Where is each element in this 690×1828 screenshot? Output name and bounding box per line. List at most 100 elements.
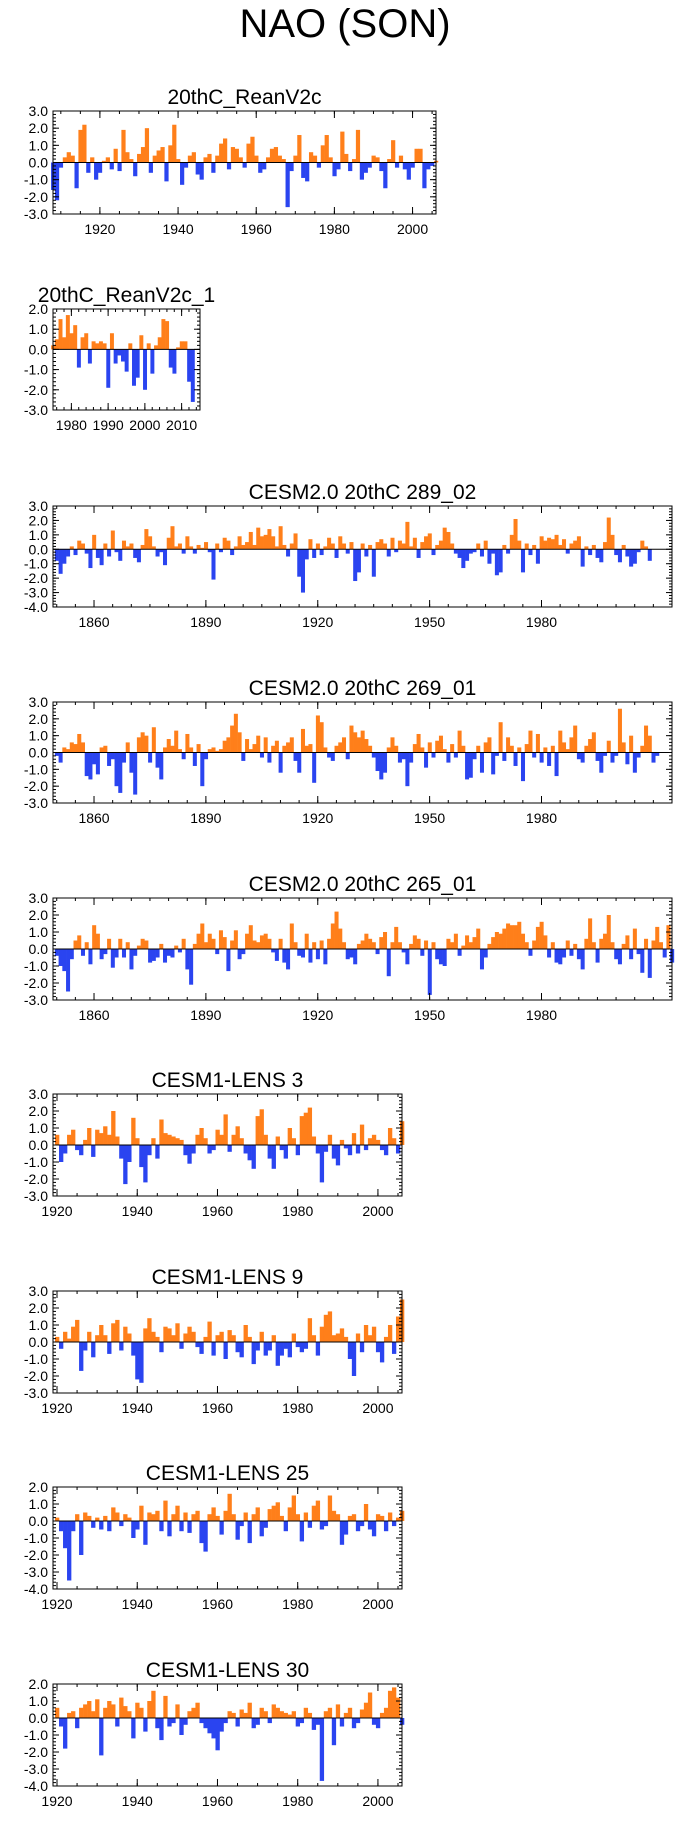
negative-bar <box>347 1145 353 1156</box>
positive-bar <box>371 942 376 949</box>
negative-bar <box>343 1521 349 1535</box>
positive-bar <box>517 747 522 753</box>
positive-bar <box>379 1515 385 1521</box>
negative-bar <box>227 1145 232 1152</box>
positive-bar <box>115 1319 120 1342</box>
y-tick-label: -3.0 <box>24 1188 48 1204</box>
negative-bar <box>629 549 634 567</box>
positive-bar <box>535 733 540 753</box>
negative-bar <box>364 549 369 557</box>
positive-bar <box>327 938 332 949</box>
positive-bar <box>256 527 261 550</box>
negative-bar <box>215 1718 220 1751</box>
positive-bar <box>472 937 477 949</box>
positive-bar <box>245 933 250 949</box>
positive-bar <box>218 749 223 753</box>
y-tick-label: -1.0 <box>24 1530 48 1546</box>
negative-bar <box>371 549 376 577</box>
negative-bar <box>283 1521 288 1532</box>
positive-bar <box>387 1128 393 1145</box>
y-tick-label: -3.0 <box>24 992 48 1008</box>
positive-bar <box>353 732 358 753</box>
positive-bar <box>263 933 268 949</box>
positive-bar <box>275 1707 280 1718</box>
positive-bar <box>278 526 283 550</box>
positive-bar <box>394 745 399 753</box>
positive-bar <box>171 1335 176 1342</box>
negative-bar <box>442 949 447 966</box>
negative-bar <box>506 549 511 554</box>
positive-bar <box>226 737 231 753</box>
positive-bar <box>349 542 354 550</box>
positive-bar <box>144 128 150 163</box>
negative-bar <box>371 1521 377 1537</box>
positive-bar <box>267 938 272 949</box>
positive-bar <box>655 926 660 949</box>
chart-panel: 20thC_ReanV2c 3.02.01.0 0.0-1.0-2.0-3.0 192… <box>24 86 439 237</box>
positive-bar <box>176 159 181 163</box>
positive-bar <box>113 148 118 163</box>
y-tick-label: 1.0 <box>29 1120 49 1136</box>
positive-bar <box>509 745 514 753</box>
positive-bar <box>539 536 544 550</box>
positive-bar <box>151 1690 156 1718</box>
positive-bar <box>576 536 581 550</box>
negative-bar <box>58 162 64 168</box>
chart-title: 20thC_ReanV2c_1 <box>38 284 215 307</box>
y-tick-label: 2.0 <box>29 1676 49 1692</box>
negative-bar <box>300 949 305 958</box>
negative-bar <box>58 752 63 763</box>
negative-bar <box>251 1718 256 1729</box>
positive-bar <box>371 1326 377 1342</box>
positive-bar <box>215 1515 220 1521</box>
positive-bar <box>75 1319 80 1342</box>
positive-bar <box>315 715 320 753</box>
positive-bar <box>287 1128 292 1145</box>
negative-bar <box>226 162 232 170</box>
negative-bar <box>427 949 432 995</box>
positive-bar <box>137 153 142 163</box>
positive-bar <box>391 1138 397 1145</box>
y-tick-label: 2.0 <box>29 907 49 923</box>
negative-bar <box>263 1521 268 1528</box>
negative-bar <box>136 549 141 563</box>
chart-panel: CESM1-LENS 3 3.02.01.00.0-1.0-2.0-3.01920… <box>24 1069 405 1219</box>
negative-bar <box>614 752 619 756</box>
y-tick-label: 2.0 <box>29 512 49 528</box>
positive-bar <box>435 544 440 550</box>
positive-bar <box>175 1138 180 1145</box>
positive-bar <box>520 933 526 949</box>
positive-bar <box>315 543 320 550</box>
positive-bar <box>95 1699 100 1718</box>
positive-bar <box>335 1333 341 1342</box>
positive-bar <box>291 1495 296 1521</box>
positive-bar <box>569 543 574 550</box>
chart-panel: CESM2.0 20thC 289_02 3.02.01.00.0-1.0-2.0… <box>24 481 673 630</box>
x-tick-label: 2000 <box>362 1793 393 1809</box>
chart-panel: CESM1-LENS 252.01.00.0-1.0-2.0-3.0-4.019… <box>24 1462 405 1612</box>
positive-bar <box>171 1136 176 1145</box>
positive-bar <box>573 943 578 949</box>
negative-bar <box>211 162 216 173</box>
negative-bar <box>110 752 115 760</box>
y-tick-label: -2.0 <box>24 189 48 205</box>
positive-bar <box>330 923 335 949</box>
positive-bar <box>187 155 193 163</box>
negative-bar <box>189 949 194 985</box>
positive-bar <box>204 542 209 550</box>
negative-bar <box>103 949 108 955</box>
negative-bar <box>595 752 600 761</box>
positive-bar <box>338 536 343 550</box>
positive-bar <box>103 1515 108 1521</box>
negative-bar <box>180 162 185 185</box>
positive-bar <box>103 745 108 753</box>
positive-bar <box>517 921 522 949</box>
negative-bar <box>181 752 186 760</box>
negative-bar <box>251 1145 256 1169</box>
x-tick-label: 1960 <box>202 1400 233 1416</box>
positive-bar <box>379 937 384 949</box>
positive-bar <box>293 533 298 550</box>
positive-bar <box>274 740 279 753</box>
chart-panel: CESM1-LENS 302.01.00.0-1.0-2.0-3.0-4.019… <box>24 1659 405 1809</box>
positive-bar <box>77 935 82 949</box>
